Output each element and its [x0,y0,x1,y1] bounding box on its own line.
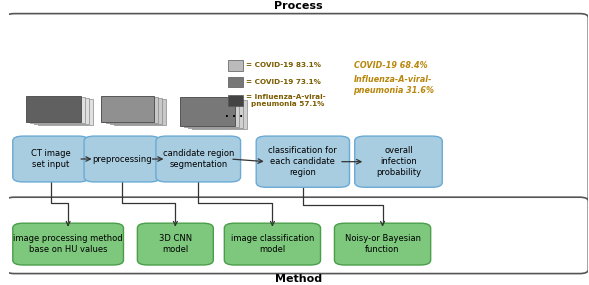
Text: Method: Method [275,274,322,284]
Text: Process: Process [274,1,323,11]
Text: = Influenza-A-viral-
  pneumonia 57.1%: = Influenza-A-viral- pneumonia 57.1% [246,95,326,107]
FancyBboxPatch shape [156,136,240,182]
FancyBboxPatch shape [6,197,588,274]
Text: image classification
model: image classification model [231,234,314,254]
Bar [30,97,85,123]
FancyBboxPatch shape [335,223,431,265]
Bar [114,99,166,125]
Text: candidate region
segmentation: candidate region segmentation [163,149,234,169]
Bar [188,99,243,128]
Bar [110,98,162,124]
FancyBboxPatch shape [256,136,349,187]
Bar [184,98,239,127]
FancyBboxPatch shape [137,223,213,265]
Bar [101,96,154,122]
Bar [180,97,235,126]
Bar [105,97,158,123]
Text: Influenza-A-viral-
pneumonia 31.6%: Influenza-A-viral- pneumonia 31.6% [353,76,435,95]
Text: COVID-19 68.4%: COVID-19 68.4% [353,61,427,70]
Text: classification for
each candidate
region: classification for each candidate region [269,146,337,177]
Text: 3D CNN
model: 3D CNN model [159,234,192,254]
Text: = COVID-19 73.1%: = COVID-19 73.1% [246,79,321,85]
Bar [26,96,81,122]
Bar [228,77,243,87]
Bar [192,99,247,129]
FancyBboxPatch shape [13,223,124,265]
Bar [228,60,243,71]
Bar [34,98,90,124]
Bar [38,99,93,125]
Text: overall
infection
probability: overall infection probability [376,146,421,177]
Bar [228,95,243,106]
Text: image processing method
base on HU values: image processing method base on HU value… [14,234,123,254]
Text: CT image
set input: CT image set input [31,149,71,169]
FancyBboxPatch shape [6,14,588,201]
FancyBboxPatch shape [224,223,320,265]
FancyBboxPatch shape [84,136,160,182]
Text: Noisy-or Bayesian
function: Noisy-or Bayesian function [345,234,421,254]
Text: = COVID-19 83.1%: = COVID-19 83.1% [246,62,322,68]
Text: preprocessing: preprocessing [92,154,152,164]
Text: · · ·: · · · [224,112,243,122]
FancyBboxPatch shape [355,136,442,187]
FancyBboxPatch shape [13,136,89,182]
